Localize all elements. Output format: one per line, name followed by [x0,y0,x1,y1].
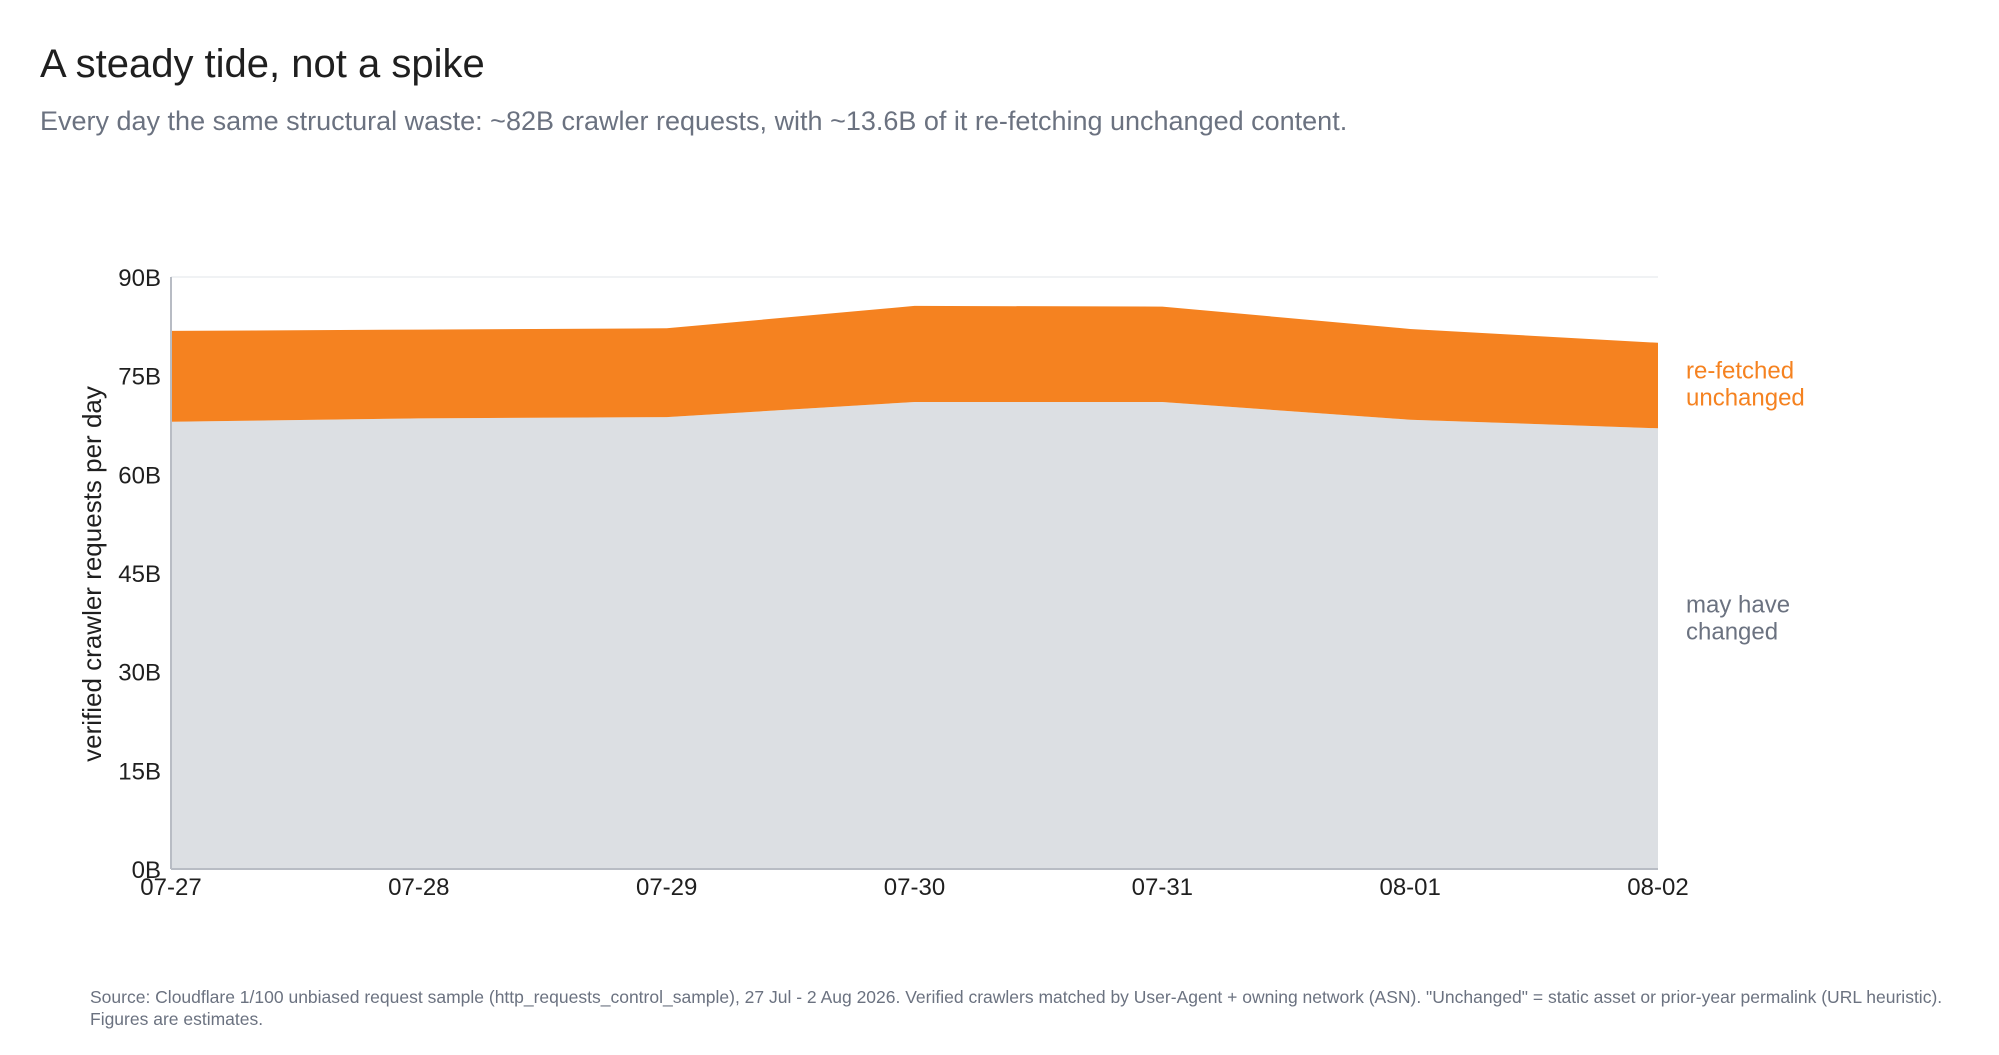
y-axis-ticks: 0B 15B 30B 45B 60B 75B 90B [118,265,161,884]
series-labels: may have changed re-fetched unchanged [1686,358,1805,646]
series-label-may-have-changed: may have changed [1686,591,1790,645]
x-tick-label: 07-28 [388,874,449,901]
chart-title: A steady tide, not a spike [40,42,485,86]
chart-subtitle: Every day the same structural waste: ~82… [40,106,1348,136]
x-axis-ticks: 07-27 07-28 07-29 07-30 07-31 08-01 08-02 [140,874,1688,901]
x-tick-label: 07-30 [884,874,945,901]
y-tick-label: 75B [118,364,161,391]
x-tick-label: 07-27 [140,874,201,901]
area-re-fetched-unchanged [171,305,1658,429]
plot-areas [171,305,1658,869]
y-tick-label: 60B [118,462,161,489]
series-label-line: unchanged [1686,385,1805,412]
y-tick-label: 0B [132,857,161,884]
y-tick-label: 45B [118,561,161,588]
series-label-line: re-fetched [1686,358,1794,385]
y-tick-label: 90B [118,265,161,292]
series-label-re-fetched-unchanged: re-fetched unchanged [1686,358,1805,412]
source-note: Source: Cloudflare 1/100 unbiased reques… [90,987,1943,1029]
series-label-line: changed [1686,618,1778,645]
x-tick-label: 07-29 [636,874,697,901]
chart-axes [170,276,1658,870]
y-axis-title: verified crawler requests per day [77,386,107,762]
series-label-line: may have [1686,591,1790,618]
y-tick-label: 15B [118,758,161,785]
x-tick-label: 07-31 [1132,874,1193,901]
x-tick-label: 08-01 [1379,874,1440,901]
area-may-have-changed [171,402,1658,869]
y-tick-label: 30B [118,660,161,687]
x-tick-label: 08-02 [1627,874,1688,901]
